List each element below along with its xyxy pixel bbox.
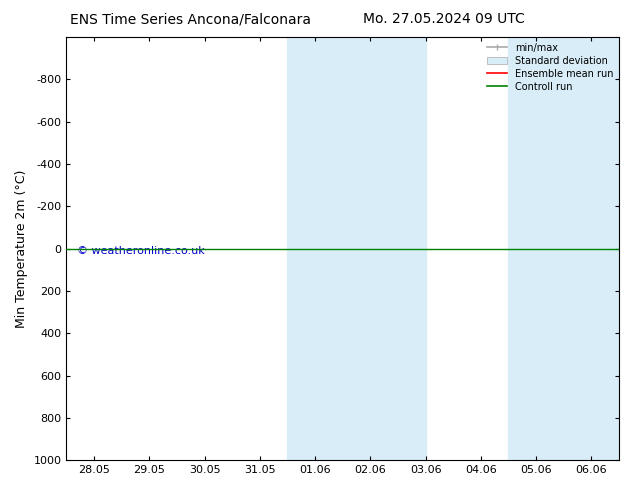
Y-axis label: Min Temperature 2m (°C): Min Temperature 2m (°C)	[15, 170, 28, 328]
Bar	[287, 37, 425, 460]
Text: ENS Time Series Ancona/Falconara: ENS Time Series Ancona/Falconara	[70, 12, 311, 26]
Legend: min/max, Standard deviation, Ensemble mean run, Controll run: min/max, Standard deviation, Ensemble me…	[484, 39, 617, 96]
Text: Mo. 27.05.2024 09 UTC: Mo. 27.05.2024 09 UTC	[363, 12, 525, 26]
Bar	[508, 37, 619, 460]
Text: © weatheronline.co.uk: © weatheronline.co.uk	[77, 246, 205, 256]
